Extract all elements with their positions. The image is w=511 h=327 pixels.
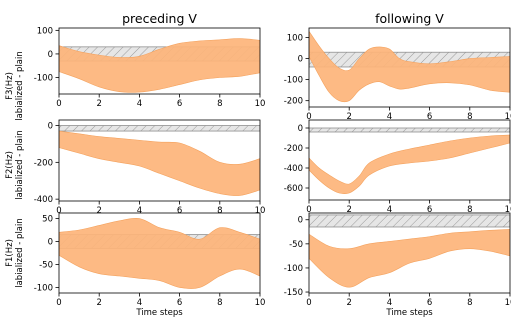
x-tick-label: 8 <box>217 298 222 308</box>
y-tick-label: -200 <box>34 158 53 168</box>
x-tick-label: 8 <box>467 298 472 308</box>
row-label-f2-line2: labialized - plain <box>15 130 25 200</box>
reference-band <box>309 214 510 228</box>
y-tick-label: 100 <box>287 33 303 43</box>
x-tick-label: 2 <box>346 205 351 215</box>
axes-frame <box>308 212 511 294</box>
axes-frame <box>308 119 511 201</box>
x-tick-label: 0 <box>56 99 61 109</box>
y-tick-label: 0 <box>48 50 53 60</box>
x-tick-label: 2 <box>346 112 351 122</box>
x-tick-label: 6 <box>177 99 182 109</box>
column-title-following: following V <box>375 11 444 26</box>
y-tick-label: 50 <box>42 215 53 225</box>
x-tick-label: 4 <box>137 206 142 216</box>
panel-6: -150 -100 -50 0 0 2 4 6 8 10 Time steps <box>284 212 511 318</box>
y-tick-label: 0 <box>48 238 53 248</box>
y-tick-label: 0 <box>298 55 303 65</box>
panel-2: -200 -100 0 100 0 2 4 6 8 10 <box>284 27 511 122</box>
x-tick-label: 6 <box>177 206 182 216</box>
difference-band <box>59 217 260 289</box>
axes-frame <box>308 27 511 108</box>
y-tick-label: -400 <box>284 164 303 174</box>
x-tick-label: 4 <box>137 298 142 308</box>
reference-band <box>59 125 260 132</box>
x-tick-label: 2 <box>96 99 101 109</box>
y-tick-label: -50 <box>39 260 53 270</box>
x-tick-label: 4 <box>387 205 392 215</box>
y-tick-label: -50 <box>289 240 303 250</box>
y-tick-label: -200 <box>284 144 303 154</box>
panel-4: -600 -400 -200 0 0 2 4 6 8 10 <box>284 119 511 215</box>
x-tick-label: 2 <box>96 206 101 216</box>
x-tick-label: 0 <box>56 206 61 216</box>
column-title-preceding: preceding V <box>122 11 197 26</box>
difference-band <box>309 30 510 103</box>
y-tick-label: 100 <box>37 26 53 36</box>
difference-band <box>309 134 510 195</box>
x-tick-label: 0 <box>306 298 311 308</box>
difference-band <box>59 38 260 93</box>
panel-5: -100 -50 0 50 0 2 4 6 8 10 Time steps <box>34 212 266 318</box>
x-tick-label: 6 <box>427 298 432 308</box>
x-tick-label: 4 <box>387 112 392 122</box>
y-tick-label: -100 <box>34 74 53 84</box>
x-tick-label: 0 <box>306 205 311 215</box>
y-tick-label: -100 <box>34 283 53 293</box>
y-tick-label: -200 <box>284 97 303 107</box>
y-tick-label: 0 <box>298 124 303 134</box>
x-tick-label: 8 <box>217 99 222 109</box>
x-tick-label: 4 <box>387 298 392 308</box>
x-tick-label: 6 <box>177 298 182 308</box>
reference-band <box>309 127 510 133</box>
x-tick-label: 4 <box>137 99 142 109</box>
x-tick-label: 10 <box>255 206 266 216</box>
x-tick-label: 10 <box>505 298 511 308</box>
row-label-f3-line2: labialized - plain <box>15 51 25 121</box>
axes-frame <box>58 119 261 202</box>
y-tick-label: -150 <box>284 288 303 298</box>
x-tick-label: 10 <box>255 99 266 109</box>
x-tick-label: 10 <box>505 112 511 122</box>
y-tick-label: -100 <box>284 76 303 86</box>
x-tick-label: 6 <box>427 205 432 215</box>
y-tick-label: -100 <box>284 264 303 274</box>
row-label-f1-line1: F1(Hz) <box>5 239 15 267</box>
row-label-f3-line1: F3(Hz) <box>5 72 15 100</box>
y-tick-label: 0 <box>48 122 53 132</box>
x-tick-label: 10 <box>255 298 266 308</box>
row-label-f2-line1: F2(Hz) <box>5 151 15 179</box>
panel-1: -100 0 100 0 2 4 6 8 10 <box>34 26 266 109</box>
axes-frame <box>58 212 261 294</box>
y-tick-label: 0 <box>298 216 303 226</box>
difference-band <box>309 229 510 288</box>
x-tick-label: 8 <box>217 206 222 216</box>
y-tick-label: -400 <box>34 195 53 205</box>
x-tick-label: 8 <box>467 112 472 122</box>
panel-3: -400 -200 0 0 2 4 6 8 10 <box>34 119 266 216</box>
y-tick-label: -600 <box>284 184 303 194</box>
x-tick-label: 0 <box>306 112 311 122</box>
x-tick-label: 0 <box>56 298 61 308</box>
x-tick-label: 10 <box>505 205 511 215</box>
x-tick-label: 2 <box>96 298 101 308</box>
x-tick-label: 2 <box>346 298 351 308</box>
difference-band <box>59 130 260 196</box>
x-tick-label: 6 <box>427 112 432 122</box>
x-axis-label: Time steps <box>135 308 183 318</box>
axes-frame <box>58 27 261 95</box>
x-tick-label: 8 <box>467 205 472 215</box>
row-label-f1-line2: labialized - plain <box>15 218 25 288</box>
x-axis-label: Time steps <box>385 308 433 318</box>
panels: -10001000246810-200-10001000246810-400-2… <box>34 26 511 318</box>
